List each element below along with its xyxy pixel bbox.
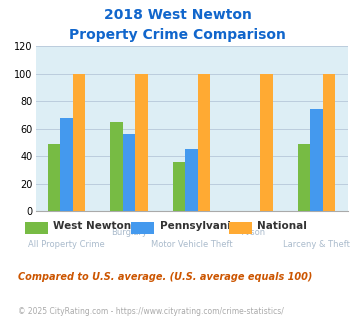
Text: Property Crime Comparison: Property Crime Comparison: [69, 28, 286, 42]
Text: Pennsylvania: Pennsylvania: [160, 221, 238, 231]
Text: Burglary: Burglary: [111, 228, 147, 237]
Bar: [310, 110, 323, 211]
Text: West Newton: West Newton: [53, 221, 131, 231]
Text: All Property Crime: All Property Crime: [28, 240, 105, 249]
Bar: [48, 144, 60, 211]
Bar: [110, 122, 123, 211]
Text: 2018 West Newton: 2018 West Newton: [104, 8, 251, 22]
Text: National: National: [257, 221, 307, 231]
Bar: [123, 134, 136, 211]
Text: Motor Vehicle Theft: Motor Vehicle Theft: [151, 240, 233, 249]
Text: Larceny & Theft: Larceny & Theft: [283, 240, 350, 249]
Bar: [60, 118, 73, 211]
Bar: [298, 144, 310, 211]
Bar: [261, 74, 273, 211]
Bar: [73, 74, 86, 211]
Text: © 2025 CityRating.com - https://www.cityrating.com/crime-statistics/: © 2025 CityRating.com - https://www.city…: [18, 307, 284, 316]
Bar: [136, 74, 148, 211]
Bar: [173, 162, 185, 211]
Bar: [323, 74, 335, 211]
Bar: [185, 149, 198, 211]
Text: Arson: Arson: [242, 228, 266, 237]
Bar: [198, 74, 211, 211]
Text: Compared to U.S. average. (U.S. average equals 100): Compared to U.S. average. (U.S. average …: [18, 272, 312, 282]
